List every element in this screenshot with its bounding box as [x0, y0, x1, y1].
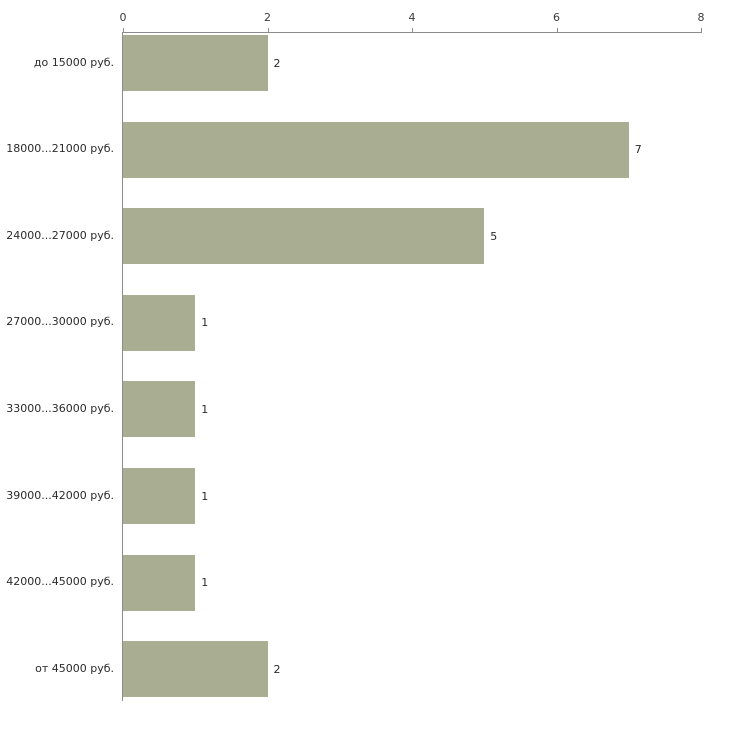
category-label: 27000...30000 руб. — [6, 315, 114, 329]
x-axis-tick-label: 8 — [697, 11, 705, 24]
bar — [123, 468, 196, 524]
category-label: 24000...27000 руб. — [6, 228, 114, 242]
bar — [123, 208, 485, 265]
x-axis-tick-label: 6 — [553, 11, 560, 24]
bar-row: 7 — [123, 121, 642, 178]
value-label: 2 — [273, 662, 281, 676]
category-label: 39000...42000 руб. — [6, 488, 114, 502]
x-axis-tick-label: 4 — [408, 11, 416, 24]
plot-area: 0 2 4 6 8 2 7 5 1 1 1 1 2 — [120, 11, 705, 701]
value-label: 5 — [490, 229, 498, 243]
bar-row: 5 — [123, 208, 498, 265]
value-label: 7 — [634, 143, 642, 157]
x-axis-tick-label: 2 — [264, 11, 271, 24]
category-label: от 45000 руб. — [35, 661, 114, 675]
value-label: 1 — [201, 316, 209, 330]
bar — [123, 35, 268, 91]
x-axis-tick-label: 0 — [119, 11, 127, 24]
bar-row: 2 — [123, 641, 281, 698]
value-label: 1 — [201, 402, 209, 416]
x-axis-tick — [412, 28, 413, 33]
bar-row: 2 — [123, 35, 281, 91]
bar — [123, 121, 629, 178]
value-label: 1 — [201, 489, 209, 503]
x-axis-tick — [123, 28, 124, 33]
bar — [123, 294, 196, 351]
value-label: 2 — [273, 56, 281, 70]
bar-row: 1 — [123, 554, 209, 611]
value-label: 1 — [201, 576, 209, 590]
x-axis-tick — [267, 28, 269, 33]
category-label: 18000...21000 руб. — [6, 142, 114, 156]
category-labels: до 15000 руб. 18000...21000 руб. 24000...2… — [0, 32, 118, 700]
bar-row: 1 — [123, 294, 209, 351]
category-label: до 15000 руб. — [33, 55, 114, 69]
bar-row: 1 — [123, 468, 208, 524]
bar — [123, 381, 196, 438]
bar — [123, 641, 268, 698]
bar — [123, 554, 196, 611]
category-label: 42000...45000 руб. — [6, 575, 114, 589]
bar-row: 1 — [123, 381, 209, 438]
category-label: 33000...36000 руб. — [6, 401, 114, 415]
x-axis-tick — [556, 28, 558, 33]
x-axis-tick — [701, 28, 702, 33]
